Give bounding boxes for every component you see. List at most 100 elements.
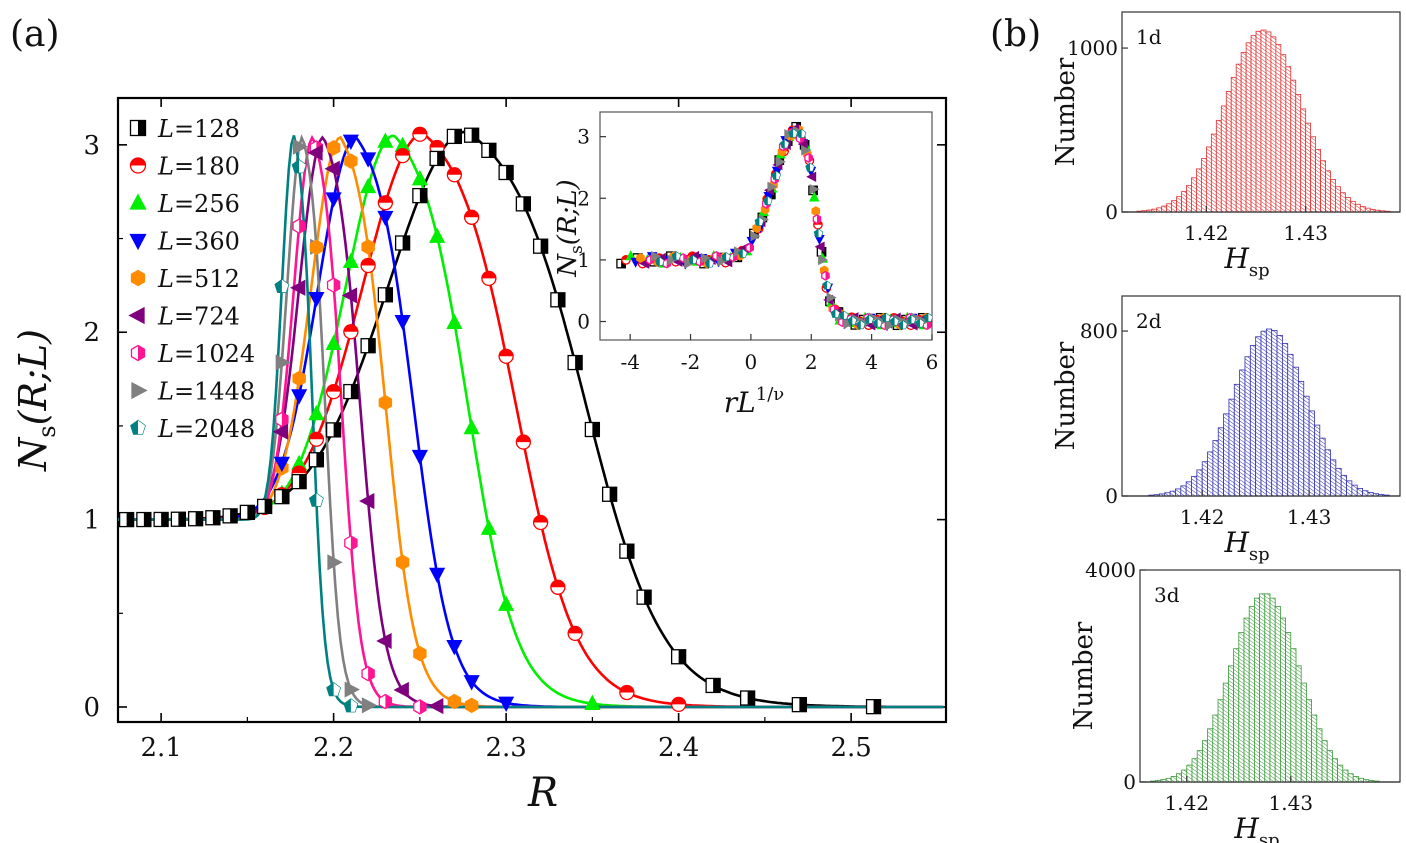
data-point-512	[309, 239, 324, 256]
data-point-180	[360, 257, 376, 274]
histogram-bar	[1207, 728, 1214, 783]
inset-point-2048	[864, 314, 874, 324]
histogram-y-tick-label: 0	[1123, 770, 1136, 794]
data-point-512	[326, 140, 341, 156]
data-point-1448	[292, 138, 309, 155]
data-point-128	[394, 235, 411, 251]
data-point-128	[739, 690, 756, 706]
data-point-2048	[274, 278, 290, 293]
inset-point-2048	[830, 308, 841, 318]
histogram-bar	[1330, 459, 1337, 497]
inset-point-1448	[885, 319, 896, 331]
histogram-bar	[1265, 328, 1273, 497]
histogram-bar	[1354, 203, 1361, 213]
data-point-256	[498, 595, 515, 611]
main-plot-frame	[116, 96, 948, 724]
legend-label-2048: L=2048	[157, 415, 255, 443]
inset-x-tick-label: -2	[681, 350, 700, 374]
histogram-bar	[1245, 42, 1252, 213]
histogram-y-tick-label: 0	[1105, 484, 1118, 508]
histogram-bar	[1175, 488, 1182, 497]
histogram-bar	[1276, 334, 1283, 497]
main-y-tick-label: 2	[83, 318, 100, 348]
inset-y-tick-label: 0	[577, 310, 590, 334]
data-point-128	[498, 164, 514, 181]
inset-point-1448	[700, 252, 711, 264]
histogram-panel-tag: 2d	[1136, 309, 1162, 333]
histogram-bar	[1215, 119, 1222, 213]
inset-point-2048	[738, 248, 748, 258]
histogram-bar	[1274, 605, 1281, 783]
data-point-360	[360, 152, 377, 168]
histogram-bar	[1169, 490, 1176, 497]
histogram-bar	[1217, 699, 1224, 783]
histogram-bar	[1186, 184, 1192, 213]
inset-point-1448	[667, 254, 678, 266]
data-point-360	[291, 389, 308, 405]
data-point-128	[705, 677, 721, 694]
inset-point-2048	[923, 312, 932, 322]
data-point-180	[515, 434, 532, 450]
data-point-128	[791, 696, 808, 713]
main-x-tick-label: 2.4	[658, 733, 699, 763]
data-point-256	[308, 404, 325, 421]
histogram-bar	[1271, 330, 1278, 497]
legend-label-256: L=256	[157, 190, 240, 218]
inset-point-2048	[847, 315, 858, 325]
legend-marker-512	[130, 269, 146, 287]
data-point-128	[205, 510, 221, 526]
data-point-128	[239, 504, 256, 521]
data-point-724	[272, 423, 289, 440]
data-point-360	[446, 639, 463, 656]
histogram-x-tick-label: 1.43	[1283, 221, 1328, 245]
histogram-bar	[1335, 186, 1341, 213]
legend-marker-2048	[130, 419, 146, 435]
inset-point-2048	[754, 216, 765, 226]
data-point-1448	[361, 697, 378, 714]
data-point-1024	[378, 693, 393, 710]
main-y-label-args: (R;L)	[11, 329, 55, 425]
inset-point-1024	[745, 242, 754, 253]
histogram-bar	[1275, 44, 1282, 213]
data-point-128	[222, 508, 238, 524]
histogram-bar	[1310, 136, 1317, 213]
histogram-x-tick-label: 1.42	[1165, 791, 1210, 815]
histogram-bar	[1332, 758, 1339, 783]
data-point-512	[395, 554, 410, 571]
histogram-bar	[1196, 469, 1203, 497]
data-point-128	[584, 421, 601, 438]
inset-markers	[616, 121, 932, 332]
inset-y-tick-label: 3	[577, 125, 590, 149]
histogram-bar	[1255, 30, 1262, 213]
data-point-128	[532, 238, 549, 254]
inset-x-tick-label: 6	[926, 350, 939, 374]
data-point-128	[377, 287, 394, 303]
histogram-bar	[1239, 369, 1246, 497]
legend-marker-128	[129, 119, 147, 137]
data-point-1024	[292, 218, 306, 234]
main-markers	[118, 126, 882, 715]
histogram-bar	[1340, 474, 1347, 497]
data-point-180	[446, 167, 463, 183]
histogram-x-tick-label: 1.42	[1184, 221, 1229, 245]
data-point-180	[377, 195, 394, 211]
histogram-panel-tag: 3d	[1154, 583, 1180, 607]
histogram-bar	[1166, 203, 1173, 213]
histogram-bar	[1180, 485, 1187, 497]
inset-point-1448	[801, 145, 812, 156]
histogram-bar	[1311, 714, 1318, 783]
histogram-y-tick-label: 1000	[1067, 36, 1118, 60]
histogram-bar	[1235, 63, 1242, 213]
histogram-bar	[1156, 207, 1163, 213]
data-point-360	[342, 134, 359, 150]
inset-point-2048	[655, 256, 665, 266]
legend-marker-256	[129, 193, 147, 210]
histogram-bar	[1285, 66, 1292, 213]
histogram-bar	[1285, 632, 1292, 783]
histogram-bar	[1290, 79, 1297, 213]
histogram-bar	[1292, 366, 1299, 497]
histogram-bar	[1191, 177, 1197, 213]
data-point-128	[481, 142, 497, 158]
data-point-360	[377, 210, 394, 227]
